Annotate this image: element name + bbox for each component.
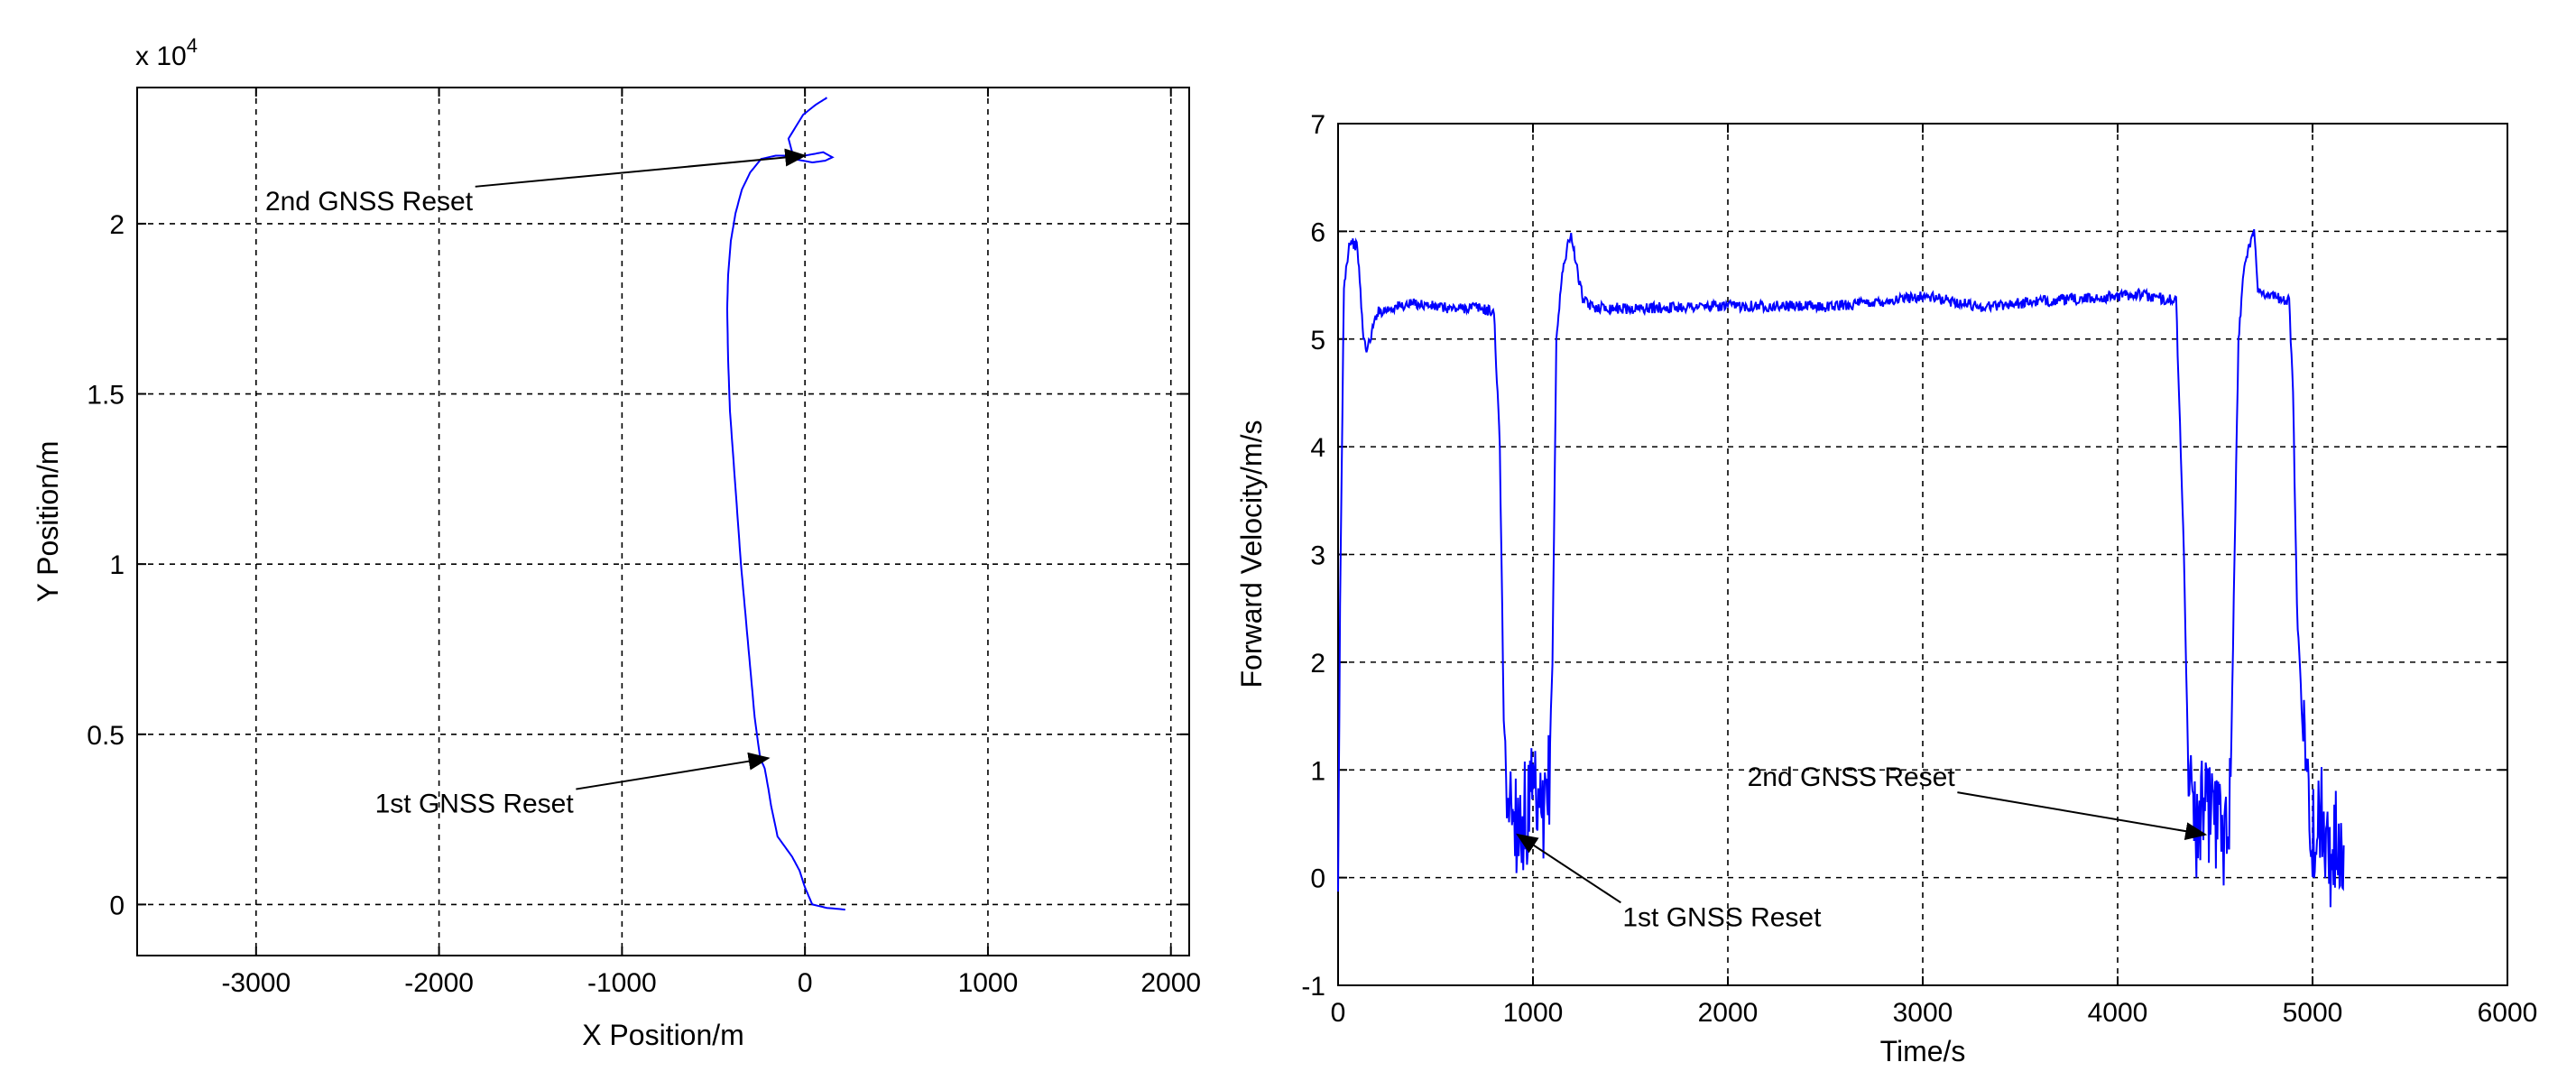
y-tick-label: 2 <box>109 210 125 240</box>
annotations: 2nd GNSS Reset 1st GNSS Reset <box>265 148 808 819</box>
exponent-base: x 10 <box>135 42 187 71</box>
annotation-label: 1st GNSS Reset <box>1622 902 1822 932</box>
annotation-label: 2nd GNSS Reset <box>1748 762 1956 792</box>
y-axis-label: Y Position/m <box>32 440 64 602</box>
annotation-arrow <box>576 752 771 790</box>
x-tick-label: 3000 <box>1893 998 1953 1028</box>
y-tick-label: 6 <box>1310 217 1325 247</box>
y-tick-label: 0.5 <box>87 721 125 751</box>
exponent-label: x 104 <box>135 34 198 71</box>
series-line <box>1337 228 2345 908</box>
x-tick-label: -1000 <box>587 968 657 998</box>
series <box>725 97 845 911</box>
annotation-arrow <box>475 148 808 188</box>
annotation-arrow <box>1957 791 2208 841</box>
x-tick-label: 2000 <box>1698 998 1759 1028</box>
ticks: -3000 -2000 -1000 0 1000 2000 0 0.5 1 1.5 2 <box>87 88 1201 998</box>
y-tick-label: -1 <box>1301 972 1325 1002</box>
grid <box>137 88 1189 956</box>
annotation-label: 1st GNSS Reset <box>375 790 575 819</box>
x-tick-label: -3000 <box>221 968 291 998</box>
trajectory-chart: -3000 -2000 -1000 0 1000 2000 0 0.5 1 1.5 2 2nd GN… <box>32 34 1201 1051</box>
y-tick-label: 0 <box>1310 864 1325 894</box>
y-tick-label: 0 <box>109 891 125 920</box>
x-tick-label: 0 <box>1331 998 1346 1028</box>
plot-frame <box>136 87 1190 956</box>
y-tick-label: 1.5 <box>87 381 125 411</box>
x-tick-label: 2000 <box>1140 968 1201 998</box>
annotations: 1st GNSS Reset 2nd GNSS Reset <box>1516 762 2208 932</box>
y-axis-label: Forward Velocity/m/s <box>1235 420 1268 688</box>
x-tick-label: 6000 <box>2478 998 2538 1028</box>
x-axis-label: X Position/m <box>582 1019 744 1051</box>
x-tick-label: -2000 <box>404 968 474 998</box>
y-tick-label: 5 <box>1310 326 1325 356</box>
y-tick-label: 1 <box>109 550 125 580</box>
x-tick-label: 1000 <box>1503 998 1564 1028</box>
x-tick-label: 4000 <box>2088 998 2148 1028</box>
y-tick-label: 2 <box>1310 649 1325 679</box>
y-tick-label: 1 <box>1310 756 1325 786</box>
x-tick-label: 5000 <box>2283 998 2343 1028</box>
x-axis-label: Time/s <box>1880 1035 1966 1067</box>
x-tick-label: 1000 <box>958 968 1019 998</box>
annotation-arrow <box>1516 833 1621 904</box>
annotation-label: 2nd GNSS Reset <box>265 187 474 217</box>
y-tick-label: 4 <box>1310 433 1325 463</box>
y-tick-label: 3 <box>1310 541 1325 571</box>
y-tick-label: 7 <box>1310 110 1325 140</box>
exponent-power: 4 <box>187 34 198 57</box>
series-line <box>725 97 845 911</box>
x-tick-label: 0 <box>798 968 813 998</box>
series <box>1337 228 2345 908</box>
